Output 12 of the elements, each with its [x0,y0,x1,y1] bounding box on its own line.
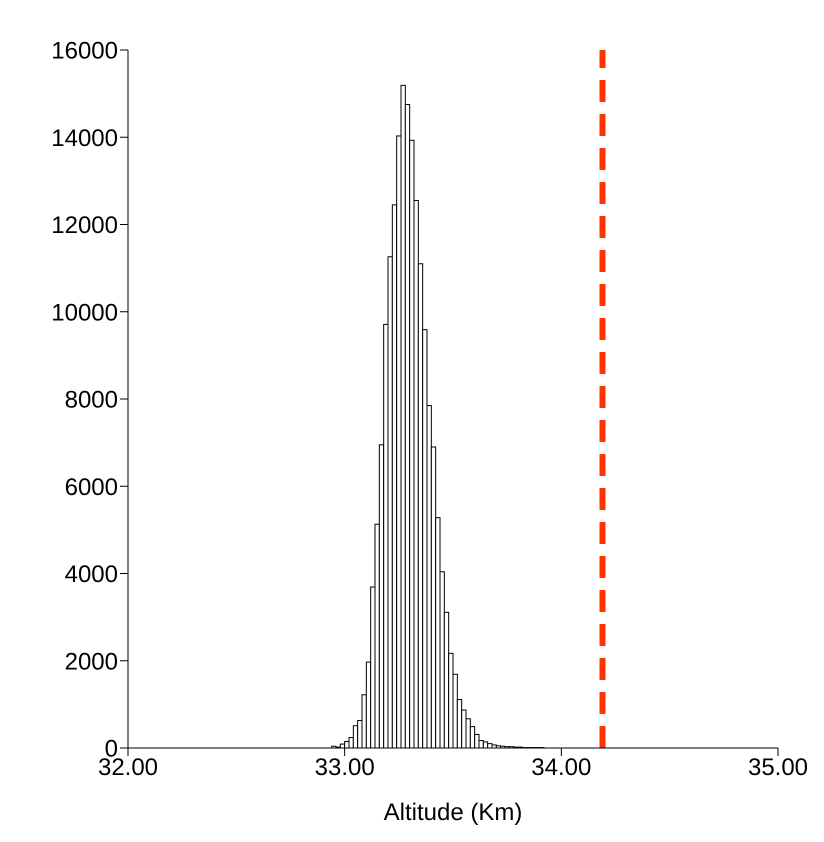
y-tick-label: 8000 [64,386,118,414]
x-tick-label: 33.00 [314,754,375,782]
x-axis-title: Altitude (Km) [384,799,522,826]
x-tick-label: 35.00 [748,754,808,782]
x-tick-label: 34.00 [531,754,592,782]
y-tick-label: 12000 [51,212,118,240]
y-tick-label: 6000 [64,474,118,501]
y-tick-label: 2000 [64,648,118,676]
y-tick-label: 4000 [64,561,118,588]
y-tick-label: 10000 [51,299,118,326]
y-tick-label: 14000 [51,124,118,152]
y-tick-label: 16000 [51,38,118,65]
